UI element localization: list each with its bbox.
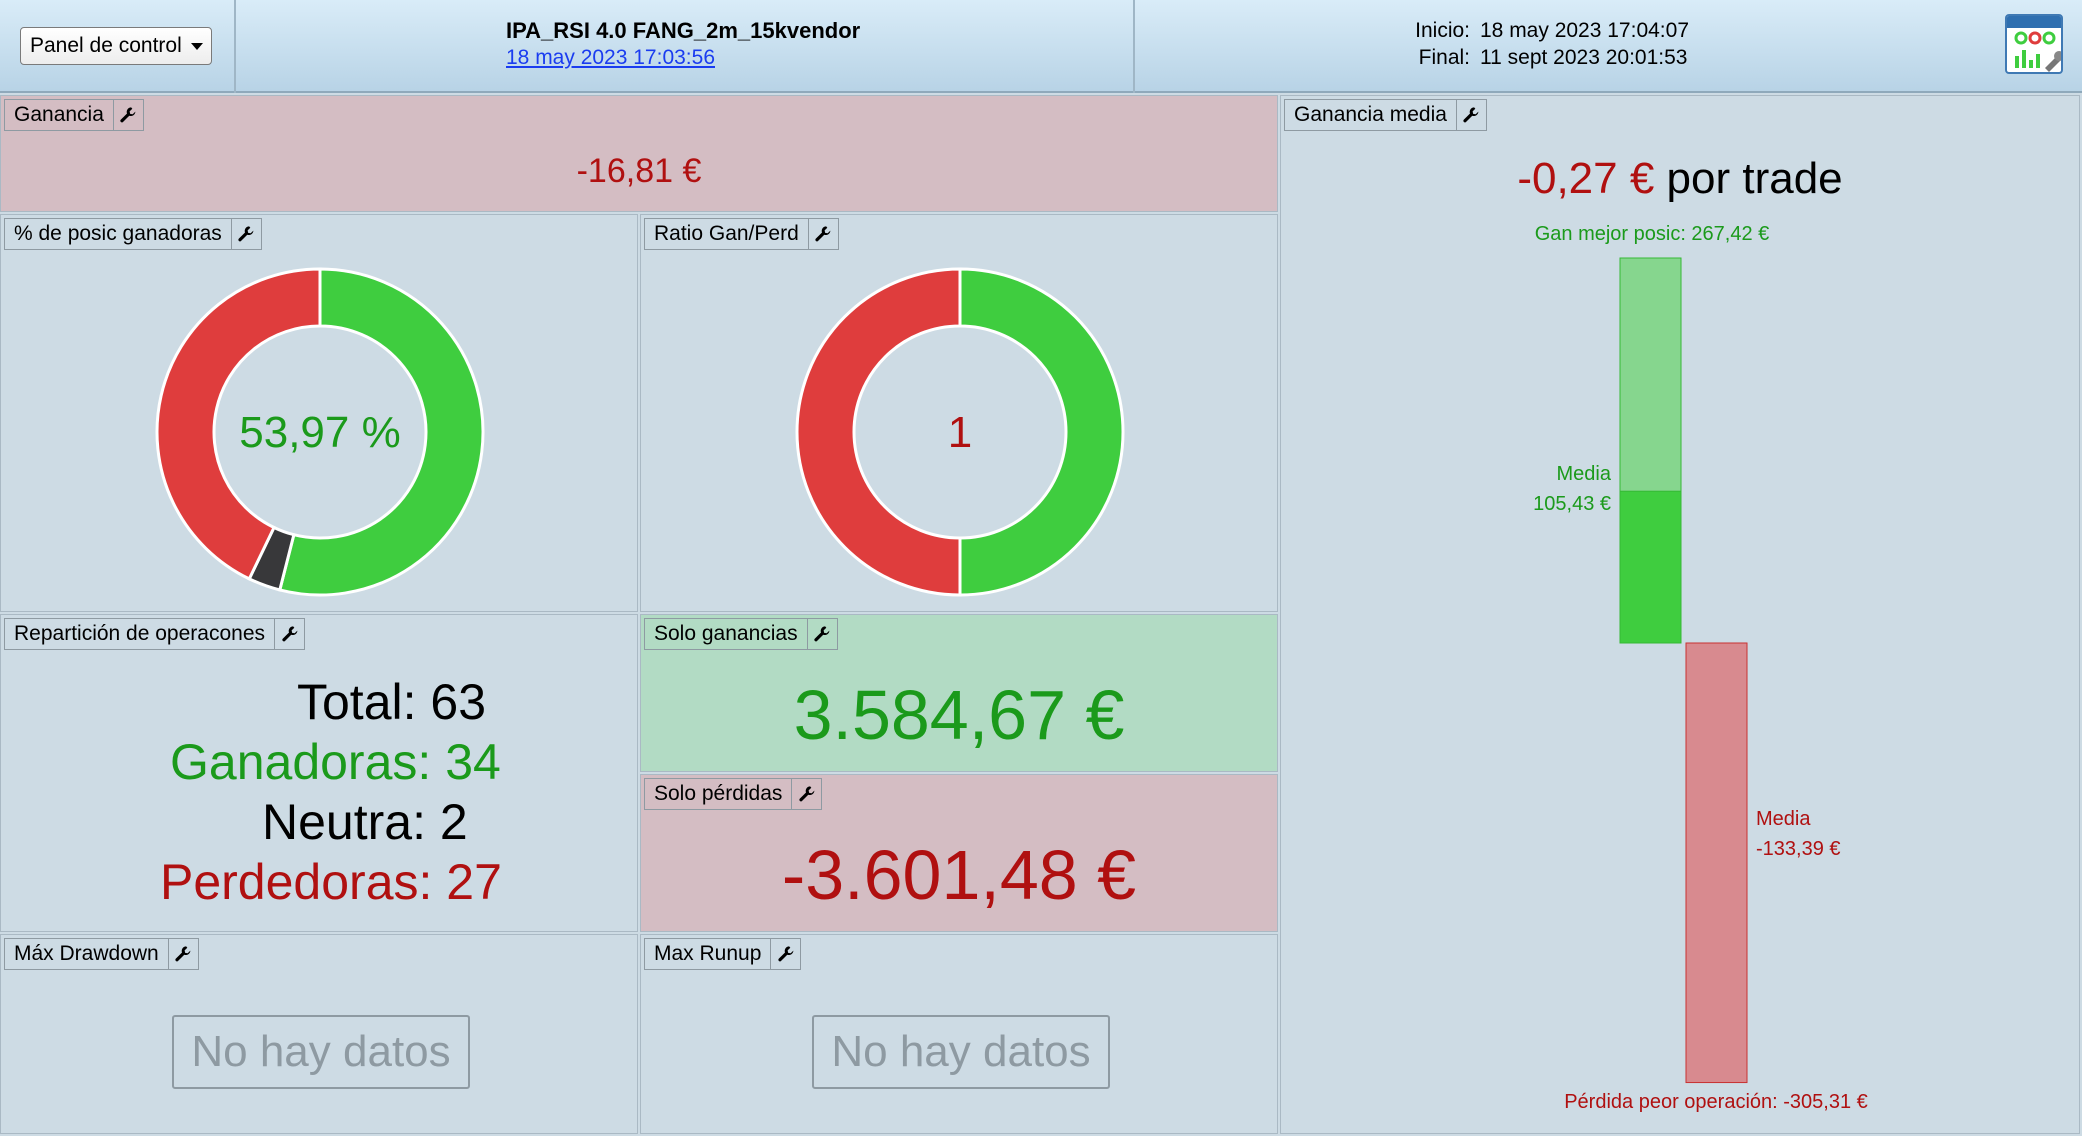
neutral-label: Neutra: — [262, 794, 426, 850]
loss-mean-value: -133,39 € — [1756, 838, 1841, 860]
trade-distribution-panel: Repartición de operacones Total: 63 Gana… — [0, 614, 638, 932]
gross-loss-panel-header: Solo pérdidas — [644, 778, 823, 810]
period-end-value: 11 sept 2023 20:01:53 — [1480, 46, 1688, 69]
losing-trades-row: Perdedoras: 27 — [160, 853, 502, 911]
period-end-label: Final: — [1418, 46, 1470, 69]
wrench-icon[interactable] — [275, 618, 305, 650]
average-profit-value: -0,27 € — [1517, 154, 1655, 203]
ratio-panel-header: Ratio Gan/Perd — [644, 218, 839, 250]
period-start: Inicio: 18 may 2023 17:04:07 — [1404, 19, 1689, 43]
ratio-donut-chart: 1 — [795, 267, 1125, 597]
average-profit-headline: -0,27 € por trade — [1281, 154, 2079, 204]
profit-panel: Ganancia -16,81 € — [0, 95, 1278, 212]
average-profit-panel-title: Ganancia media — [1284, 99, 1457, 131]
win-rate-panel-header: % de posic ganadoras — [4, 218, 262, 250]
win-rate-panel-title: % de posic ganadoras — [4, 218, 232, 250]
gross-profit-panel: Solo ganancias 3.584,67 € — [640, 614, 1278, 772]
ratio-value: 1 — [948, 408, 972, 457]
worst-trade-label: Pérdida peor operación: -305,31 € — [1564, 1091, 1868, 1113]
report-settings-icon[interactable] — [2005, 14, 2063, 74]
donut-slice-losing — [155, 267, 322, 581]
loss-range-bar — [1685, 642, 1748, 1084]
gross-loss-panel-title: Solo pérdidas — [644, 778, 793, 810]
profit-panel-title: Ganancia — [4, 99, 114, 131]
average-profit-chart: Gan mejor posic: 267,42 € Media 105,43 €… — [1533, 223, 1868, 1113]
win-rate-panel: % de posic ganadoras 53,97 % — [0, 214, 638, 612]
drawdown-no-data: No hay datos — [172, 1015, 470, 1089]
period-end: Final: 11 sept 2023 20:01:53 — [1404, 46, 1688, 70]
profit-value: -16,81 € — [576, 152, 702, 190]
average-profit-panel: Ganancia media -0,27 € por trade Gan mej… — [1280, 95, 2080, 1134]
runup-panel-header: Max Runup — [644, 938, 802, 970]
wrench-icon[interactable] — [808, 218, 839, 250]
header-divider — [1133, 0, 1135, 93]
neutral-value: 2 — [439, 794, 468, 850]
distribution-panel-title: Repartición de operacones — [4, 618, 275, 650]
winning-label: Ganadoras: — [170, 734, 432, 790]
strategy-title: IPA_RSI 4.0 FANG_2m_15kvendor — [506, 18, 861, 43]
win-rate-value: 53,97 % — [239, 408, 400, 457]
loss-mean-label: Media — [1756, 808, 1811, 830]
strategy-date-link[interactable]: 18 may 2023 17:03:56 — [506, 46, 715, 69]
wrench-icon[interactable] — [771, 938, 802, 970]
max-runup-panel: Max Runup No hay datos — [640, 934, 1278, 1134]
wrench-icon[interactable] — [1456, 99, 1487, 131]
win-loss-ratio-panel: Ratio Gan/Perd 1 — [640, 214, 1278, 612]
donut-slice-winning — [277, 267, 485, 597]
header-divider — [234, 0, 236, 93]
runup-no-data: No hay datos — [812, 1015, 1110, 1089]
losing-label: Perdedoras: — [160, 854, 433, 910]
profit-panel-header: Ganancia — [4, 99, 144, 131]
chevron-down-icon — [191, 43, 203, 50]
total-label: Total: — [297, 674, 417, 730]
header-bar: Panel de control IPA_RSI 4.0 FANG_2m_15k… — [0, 0, 2082, 93]
drawdown-panel-header: Máx Drawdown — [4, 938, 199, 970]
win-mean-value: 105,43 € — [1533, 493, 1611, 515]
winning-value: 34 — [445, 734, 501, 790]
gross-profit-panel-header: Solo ganancias — [644, 618, 838, 650]
gross-profit-value: 3.584,67 € — [793, 676, 1125, 754]
wrench-icon[interactable] — [113, 99, 144, 131]
win-mean-label: Media — [1557, 463, 1612, 485]
donut-slice-gain — [958, 267, 1125, 597]
wrench-icon[interactable] — [807, 618, 838, 650]
distribution-panel-header: Repartición de operacones — [4, 618, 305, 650]
period-start-label: Inicio: — [1415, 19, 1470, 42]
losing-value: 27 — [446, 854, 502, 910]
gross-loss-value: -3.601,48 € — [781, 836, 1137, 914]
wrench-icon[interactable] — [168, 938, 199, 970]
wrench-icon[interactable] — [792, 778, 823, 810]
total-value: 63 — [430, 674, 487, 730]
runup-panel-title: Max Runup — [644, 938, 772, 970]
gross-loss-panel: Solo pérdidas -3.601,48 € — [640, 774, 1278, 932]
donut-slice-loss — [795, 267, 962, 597]
best-trade-label: Gan mejor posic: 267,42 € — [1535, 223, 1770, 245]
average-profit-panel-header: Ganancia media — [1284, 99, 1487, 131]
win-mean-bar — [1619, 490, 1682, 644]
ratio-panel-title: Ratio Gan/Perd — [644, 218, 809, 250]
wrench-icon[interactable] — [231, 218, 262, 250]
winning-trades-row: Ganadoras: 34 — [170, 733, 501, 791]
drawdown-panel-title: Máx Drawdown — [4, 938, 169, 970]
win-rate-donut-chart: 53,97 % — [155, 267, 485, 597]
gross-profit-panel-title: Solo ganancias — [644, 618, 808, 650]
neutral-trades-row: Neutra: 2 — [262, 793, 468, 851]
average-profit-suffix: por trade — [1666, 154, 1843, 203]
total-trades-row: Total: 63 — [297, 673, 486, 731]
panel-selector-label: Panel de control — [30, 34, 182, 57]
max-drawdown-panel: Máx Drawdown No hay datos — [0, 934, 638, 1134]
period-start-value: 18 may 2023 17:04:07 — [1480, 19, 1689, 42]
panel-selector-dropdown[interactable]: Panel de control — [20, 27, 212, 65]
